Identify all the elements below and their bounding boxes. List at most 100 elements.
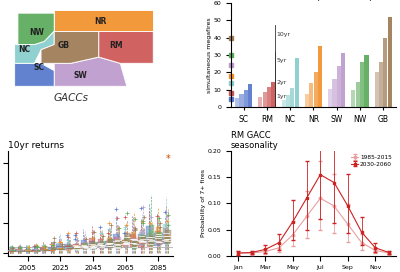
Bar — [72, 245, 78, 248]
Bar — [124, 239, 129, 243]
Bar — [156, 236, 162, 245]
Bar — [115, 239, 120, 246]
Bar — [258, 97, 262, 107]
Bar — [67, 245, 72, 249]
Bar — [148, 240, 153, 246]
Bar — [90, 245, 95, 250]
Bar — [57, 243, 62, 250]
Y-axis label: Probability of 7+ fires: Probability of 7+ fires — [201, 169, 206, 237]
Bar — [25, 249, 30, 251]
Bar — [267, 87, 271, 107]
Bar — [43, 249, 48, 251]
Bar — [57, 246, 62, 249]
Bar — [91, 242, 97, 247]
Bar — [107, 240, 112, 248]
Text: GB: GB — [57, 41, 69, 50]
Polygon shape — [99, 31, 153, 63]
Bar — [163, 228, 168, 242]
Text: NR: NR — [94, 17, 107, 26]
Bar — [26, 249, 31, 251]
Bar — [114, 234, 119, 245]
Legend: 1985-2015, 2030-2060: 1985-2015, 2030-2060 — [350, 154, 393, 168]
Bar — [244, 90, 248, 107]
Bar — [83, 243, 88, 248]
Bar — [341, 53, 345, 107]
Text: 2yr: 2yr — [276, 80, 287, 85]
Bar — [139, 232, 144, 245]
Bar — [75, 248, 80, 250]
Bar — [66, 245, 72, 249]
Bar — [116, 237, 121, 246]
Bar — [356, 82, 360, 107]
Bar — [8, 250, 13, 251]
Bar — [351, 90, 356, 107]
Bar — [235, 98, 239, 107]
Polygon shape — [54, 10, 153, 31]
Bar — [248, 84, 252, 107]
Bar — [131, 232, 136, 246]
Bar — [124, 233, 130, 242]
Bar — [40, 248, 45, 250]
Bar — [240, 94, 244, 107]
Bar — [374, 72, 379, 107]
Bar — [18, 251, 23, 252]
Bar — [74, 245, 79, 249]
Bar — [74, 246, 79, 249]
Polygon shape — [15, 63, 54, 86]
Bar — [165, 237, 170, 244]
Bar — [318, 46, 322, 107]
Bar — [41, 249, 46, 251]
Bar — [64, 244, 70, 250]
Bar — [32, 249, 37, 251]
Bar — [74, 246, 80, 248]
Text: RM: RM — [109, 41, 123, 50]
Text: GACCs: GACCs — [53, 93, 88, 103]
Bar — [26, 250, 32, 251]
Bar — [164, 239, 170, 243]
Y-axis label: simultaneous megafires: simultaneous megafires — [207, 17, 212, 93]
Bar — [91, 245, 96, 248]
Polygon shape — [41, 31, 99, 63]
Polygon shape — [54, 57, 127, 86]
Bar — [146, 226, 151, 242]
Bar — [314, 72, 318, 107]
Bar — [8, 250, 13, 251]
Bar — [90, 238, 95, 246]
Bar — [73, 243, 78, 249]
Bar — [17, 249, 22, 251]
Bar — [138, 237, 144, 248]
Bar — [7, 249, 12, 250]
Text: SC: SC — [33, 63, 44, 72]
Bar — [67, 245, 72, 249]
Bar — [16, 249, 21, 251]
Bar — [10, 250, 15, 251]
Polygon shape — [18, 13, 54, 45]
Bar — [90, 245, 96, 248]
Bar — [58, 246, 63, 249]
Bar — [15, 249, 20, 252]
Text: 10yr: 10yr — [276, 32, 290, 36]
Bar — [24, 250, 30, 251]
Bar — [24, 249, 29, 251]
Bar — [106, 241, 111, 246]
Bar — [360, 62, 364, 107]
Bar — [123, 240, 128, 247]
Bar — [108, 239, 113, 246]
Bar — [18, 250, 24, 251]
Bar — [16, 250, 22, 251]
Bar — [58, 244, 64, 248]
Bar — [59, 246, 64, 250]
Bar — [147, 233, 152, 248]
Bar — [122, 240, 127, 243]
Bar — [35, 250, 40, 252]
Bar — [82, 244, 88, 248]
Bar — [140, 236, 145, 243]
Bar — [42, 249, 48, 250]
Bar — [50, 248, 55, 251]
Bar — [131, 239, 136, 245]
Bar — [383, 38, 388, 107]
Text: *: * — [166, 154, 170, 164]
Bar — [24, 249, 29, 251]
Bar — [48, 247, 53, 251]
Bar — [164, 224, 169, 242]
